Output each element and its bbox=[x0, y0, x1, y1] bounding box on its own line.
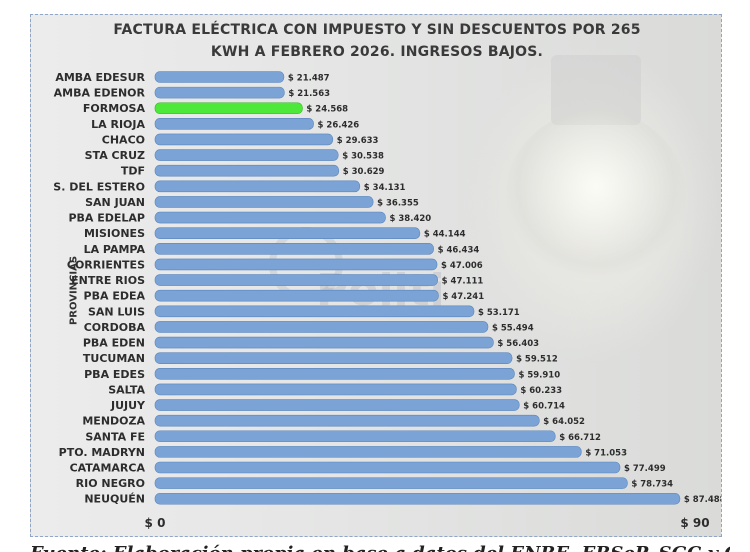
data-label: $ 60.233 bbox=[520, 386, 562, 396]
data-label: $ 56.403 bbox=[497, 339, 539, 349]
category-label: TDF bbox=[121, 165, 145, 178]
category-label: MISIONES bbox=[84, 227, 145, 240]
bar bbox=[154, 258, 438, 271]
category-label: LA RIOJA bbox=[91, 118, 145, 131]
background-bulb-image bbox=[506, 110, 686, 280]
category-label: FORMOSA bbox=[83, 102, 146, 115]
bar bbox=[154, 180, 361, 193]
data-label: $ 26.426 bbox=[318, 120, 360, 130]
bar-chart: AMBA EDESUR $ 21.487 AMBA EDENOR $ 21.563 FO… bbox=[53, 71, 722, 530]
data-label: $ 21.487 bbox=[288, 74, 330, 84]
category-label: MENDOZA bbox=[82, 415, 145, 428]
data-label: $ 44.144 bbox=[424, 230, 466, 240]
data-label: $ 21.563 bbox=[288, 89, 330, 99]
data-label: $ 64.052 bbox=[543, 417, 585, 427]
data-label: $ 60.714 bbox=[523, 402, 565, 412]
category-label: S. DEL ESTERO bbox=[53, 180, 145, 193]
bar bbox=[154, 118, 314, 130]
data-label: $ 77.499 bbox=[624, 464, 666, 474]
data-label: $ 66.712 bbox=[559, 433, 601, 443]
chart-title: FACTURA ELÉCTRICA CON IMPUESTO Y SIN DES… bbox=[31, 19, 721, 63]
category-label: PTO. MADRYN bbox=[59, 446, 145, 459]
bar bbox=[154, 414, 540, 427]
category-label: PBA EDEN bbox=[83, 337, 145, 350]
data-label: $ 55.494 bbox=[492, 323, 534, 333]
bar bbox=[154, 227, 421, 239]
x-tick-label: $ 0 bbox=[145, 516, 166, 530]
category-label: STA CRUZ bbox=[85, 149, 145, 162]
chart-title-line-2: KWH A FEBRERO 2026. INGRESOS BAJOS. bbox=[210, 44, 544, 60]
category-label: PBA EDEA bbox=[84, 290, 146, 303]
bar bbox=[154, 102, 303, 115]
category-label: SANTA FE bbox=[85, 430, 145, 443]
bar bbox=[154, 477, 628, 489]
data-label: $ 71.053 bbox=[585, 448, 627, 458]
category-label: AMBA EDESUR bbox=[55, 71, 145, 84]
data-label: $ 24.568 bbox=[306, 105, 348, 115]
category-label: AMBA EDENOR bbox=[54, 87, 146, 100]
data-label: $ 34.131 bbox=[364, 183, 406, 193]
data-label: $ 47.006 bbox=[441, 261, 483, 271]
data-label: $ 30.538 bbox=[342, 152, 384, 162]
bar bbox=[154, 71, 285, 83]
data-label: $ 36.355 bbox=[377, 198, 419, 208]
bar bbox=[154, 149, 339, 161]
data-label: $ 53.171 bbox=[478, 308, 520, 318]
bar bbox=[154, 133, 334, 146]
category-label: CORDOBA bbox=[84, 321, 146, 334]
category-label: PBA EDELAP bbox=[68, 212, 145, 225]
data-label: $ 29.633 bbox=[337, 136, 379, 146]
bar bbox=[154, 352, 513, 364]
bar bbox=[154, 243, 434, 255]
bar bbox=[154, 211, 386, 224]
bar bbox=[154, 289, 439, 302]
bar bbox=[154, 492, 681, 505]
data-label: $ 47.241 bbox=[442, 292, 484, 302]
category-label: LA PAMPA bbox=[84, 243, 146, 256]
category-label: SALTA bbox=[108, 383, 145, 396]
bar bbox=[154, 336, 494, 349]
bar bbox=[154, 305, 475, 318]
bar bbox=[154, 399, 520, 411]
bar bbox=[154, 321, 489, 333]
bar bbox=[154, 446, 582, 458]
data-label: $ 38.420 bbox=[390, 214, 432, 224]
category-label: PBA EDES bbox=[84, 368, 145, 381]
data-label: $ 59.512 bbox=[516, 355, 558, 365]
category-label: NEUQUÉN bbox=[84, 493, 145, 506]
bar bbox=[154, 196, 374, 208]
category-label: CORRIENTES bbox=[67, 258, 145, 271]
category-label: RIO NEGRO bbox=[76, 477, 145, 490]
bar bbox=[154, 461, 621, 474]
category-label: SAN JUAN bbox=[85, 196, 145, 209]
category-label: CHACO bbox=[102, 133, 145, 146]
category-label: ENTRE RIOS bbox=[71, 274, 145, 287]
category-label: TUCUMAN bbox=[83, 352, 145, 365]
data-label: $ 30.629 bbox=[343, 167, 385, 177]
data-label: $ 87.488 bbox=[684, 495, 722, 505]
chart-frame: Politi FACTURA ELÉCTRICA CON IMPUESTO Y … bbox=[30, 14, 722, 537]
category-label: SAN LUIS bbox=[88, 305, 145, 318]
bar bbox=[154, 274, 438, 286]
category-label: JUJUY bbox=[110, 399, 146, 412]
x-tick-label: $ 90 bbox=[680, 516, 709, 530]
data-label: $ 59.910 bbox=[518, 370, 560, 380]
bar bbox=[154, 430, 556, 443]
bar bbox=[154, 164, 340, 177]
data-label: $ 78.734 bbox=[631, 480, 673, 490]
source-footer-text: Fuente: Elaboración propia en base a dat… bbox=[30, 543, 730, 552]
bar bbox=[154, 367, 515, 380]
bar bbox=[154, 383, 517, 396]
bar bbox=[154, 86, 285, 99]
data-label: $ 47.111 bbox=[442, 277, 484, 287]
chart-title-line-1: FACTURA ELÉCTRICA CON IMPUESTO Y SIN DES… bbox=[113, 22, 641, 38]
source-footer: Fuente: Elaboración propia en base a dat… bbox=[30, 541, 730, 552]
category-label: CATAMARCA bbox=[70, 462, 146, 475]
data-label: $ 46.434 bbox=[438, 245, 480, 255]
